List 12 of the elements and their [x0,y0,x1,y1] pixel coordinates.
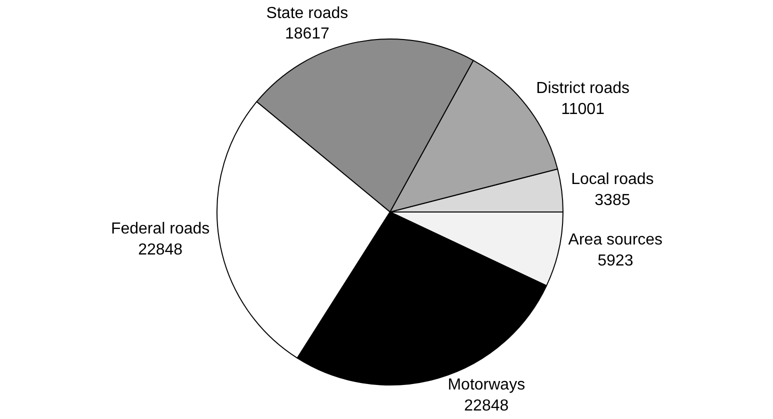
data-label: 22848 [138,241,183,258]
slice-label: District roads [536,80,630,97]
data-label: 22848 [464,397,509,414]
data-label: 3385 [594,192,630,209]
data-label: 18617 [284,26,330,43]
slice-label: Local roads [571,171,654,188]
slice-label: Federal roads [110,220,210,238]
data-label: 11001 [561,100,605,118]
slice-label: Area sources [568,232,663,249]
slice-label: Motorways [448,376,526,394]
slice-label: State roads [266,4,348,22]
data-label: 5923 [598,252,634,270]
